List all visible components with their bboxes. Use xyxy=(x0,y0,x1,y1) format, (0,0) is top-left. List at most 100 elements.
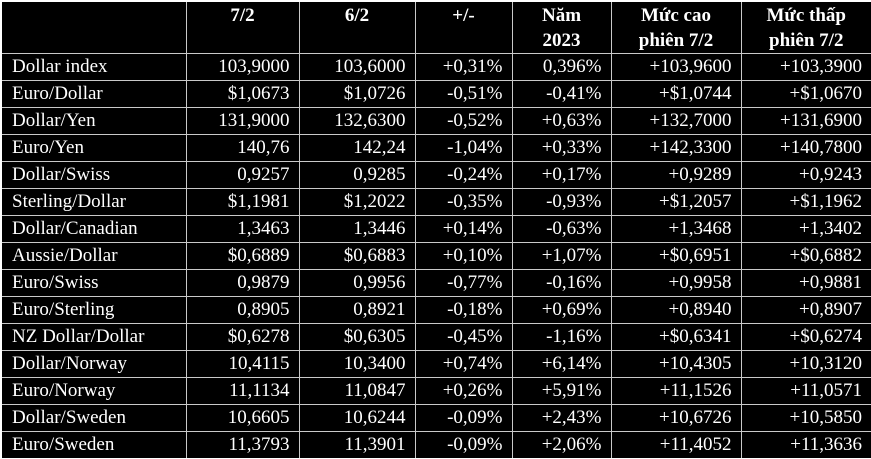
value-session-high: +0,8940 xyxy=(610,296,742,324)
value-6-2: 132,6300 xyxy=(298,107,416,135)
header-date-6-2: 6/2 xyxy=(298,0,416,54)
value-session-low: +11,0571 xyxy=(740,377,871,405)
value-session-low: +$0,6274 xyxy=(740,323,871,351)
pair-label: Euro/Sweden xyxy=(0,431,187,459)
value-6-2: 142,24 xyxy=(298,134,416,162)
value-change: -0,52% xyxy=(414,107,513,135)
pair-label: Dollar/Yen xyxy=(0,107,187,135)
table-row: Euro/Norway 11,1134 11,0847 +0,26% +5,91% +11… xyxy=(0,377,871,405)
value-year-2023: -0,16% xyxy=(511,269,612,297)
table-row: NZ Dollar/Dollar $0,6278 $0,6305 -0,45% -1,1… xyxy=(0,323,871,351)
table-row: Euro/Yen 140,76 142,24 -1,04% +0,33% +142,330… xyxy=(0,134,871,162)
value-6-2: 0,9956 xyxy=(298,269,416,297)
pair-label: Sterling/Dollar xyxy=(0,188,187,216)
pair-label: Euro/Sterling xyxy=(0,296,187,324)
value-change: -0,24% xyxy=(414,161,513,189)
value-session-high: +0,9289 xyxy=(610,161,742,189)
value-year-2023: -0,41% xyxy=(511,80,612,108)
value-6-2: $1,0726 xyxy=(298,80,416,108)
value-6-2: 1,3446 xyxy=(298,215,416,243)
value-year-2023: -0,93% xyxy=(511,188,612,216)
value-7-2: 0,8905 xyxy=(185,296,300,324)
value-7-2: 0,9879 xyxy=(185,269,300,297)
value-year-2023: +1,07% xyxy=(511,242,612,270)
value-session-high: +0,9958 xyxy=(610,269,742,297)
pair-label: Euro/Swiss xyxy=(0,269,187,297)
value-year-2023: +2,43% xyxy=(511,404,612,432)
value-year-2023: +5,91% xyxy=(511,377,612,405)
header-change: +/- xyxy=(414,0,513,54)
value-change: -0,18% xyxy=(414,296,513,324)
value-session-high: +103,9600 xyxy=(610,53,742,81)
value-session-low: +11,3636 xyxy=(740,431,871,459)
value-change: +0,31% xyxy=(414,53,513,81)
value-session-low: +103,3900 xyxy=(740,53,871,81)
value-7-2: 11,1134 xyxy=(185,377,300,405)
value-7-2: $0,6889 xyxy=(185,242,300,270)
table-row: Dollar/Sweden 10,6605 10,6244 -0,09% +2,43% +… xyxy=(0,404,871,432)
pair-label: Euro/Yen xyxy=(0,134,187,162)
header-date-7-2: 7/2 xyxy=(185,0,300,54)
value-6-2: 0,9285 xyxy=(298,161,416,189)
table-row: Dollar/Yen 131,9000 132,6300 -0,52% +0,63% +1… xyxy=(0,107,871,135)
value-6-2: 11,3901 xyxy=(298,431,416,459)
pair-label: Dollar/Norway xyxy=(0,350,187,378)
pair-label: Dollar/Sweden xyxy=(0,404,187,432)
value-6-2: 10,3400 xyxy=(298,350,416,378)
header-row: 7/2 6/2 +/- Năm 2023 Mức cao phiên 7/2 M… xyxy=(0,0,871,54)
value-session-high: +11,4052 xyxy=(610,431,742,459)
value-year-2023: +0,63% xyxy=(511,107,612,135)
table-row: Sterling/Dollar $1,1981 $1,2022 -0,35% -0,93… xyxy=(0,188,871,216)
value-7-2: 103,9000 xyxy=(185,53,300,81)
table-row: Dollar index 103,9000 103,6000 +0,31% 0,396%… xyxy=(0,53,871,81)
value-session-low: +0,8907 xyxy=(740,296,871,324)
value-7-2: $1,1981 xyxy=(185,188,300,216)
value-year-2023: 0,396% xyxy=(511,53,612,81)
value-session-high: +10,6726 xyxy=(610,404,742,432)
header-instrument xyxy=(0,0,187,54)
value-6-2: 0,8921 xyxy=(298,296,416,324)
table-row: Euro/Swiss 0,9879 0,9956 -0,77% -0,16% +0,995… xyxy=(0,269,871,297)
value-year-2023: +2,06% xyxy=(511,431,612,459)
value-session-high: +142,3300 xyxy=(610,134,742,162)
value-7-2: 1,3463 xyxy=(185,215,300,243)
value-session-high: +$0,6951 xyxy=(610,242,742,270)
value-year-2023: +0,17% xyxy=(511,161,612,189)
value-year-2023: -1,16% xyxy=(511,323,612,351)
value-session-low: +1,3402 xyxy=(740,215,871,243)
table-row: Euro/Sweden 11,3793 11,3901 -0,09% +2,06% +11… xyxy=(0,431,871,459)
value-change: -0,09% xyxy=(414,404,513,432)
pair-label: NZ Dollar/Dollar xyxy=(0,323,187,351)
value-6-2: $1,2022 xyxy=(298,188,416,216)
value-change: -0,45% xyxy=(414,323,513,351)
value-6-2: 103,6000 xyxy=(298,53,416,81)
table-row: Dollar/Swiss 0,9257 0,9285 -0,24% +0,17% +0,9… xyxy=(0,161,871,189)
value-7-2: 140,76 xyxy=(185,134,300,162)
header-session-high: Mức cao phiên 7/2 xyxy=(610,0,742,54)
value-session-high: +$1,2057 xyxy=(610,188,742,216)
value-session-low: +$0,6882 xyxy=(740,242,871,270)
pair-label: Dollar/Swiss xyxy=(0,161,187,189)
value-session-low: +$1,0670 xyxy=(740,80,871,108)
table-row: Dollar/Canadian 1,3463 1,3446 +0,14% -0,63% +… xyxy=(0,215,871,243)
value-7-2: $0,6278 xyxy=(185,323,300,351)
value-session-high: +10,4305 xyxy=(610,350,742,378)
value-change: -0,09% xyxy=(414,431,513,459)
value-session-high: +$0,6341 xyxy=(610,323,742,351)
value-6-2: $0,6305 xyxy=(298,323,416,351)
pair-label: Dollar/Canadian xyxy=(0,215,187,243)
value-change: +0,14% xyxy=(414,215,513,243)
value-session-low: +10,5850 xyxy=(740,404,871,432)
value-7-2: 0,9257 xyxy=(185,161,300,189)
value-7-2: 11,3793 xyxy=(185,431,300,459)
value-7-2: 10,6605 xyxy=(185,404,300,432)
header-year-2023: Năm 2023 xyxy=(511,0,612,54)
pair-label: Euro/Dollar xyxy=(0,80,187,108)
value-6-2: 10,6244 xyxy=(298,404,416,432)
value-year-2023: +0,69% xyxy=(511,296,612,324)
value-change: -0,35% xyxy=(414,188,513,216)
value-session-low: +131,6900 xyxy=(740,107,871,135)
value-7-2: $1,0673 xyxy=(185,80,300,108)
